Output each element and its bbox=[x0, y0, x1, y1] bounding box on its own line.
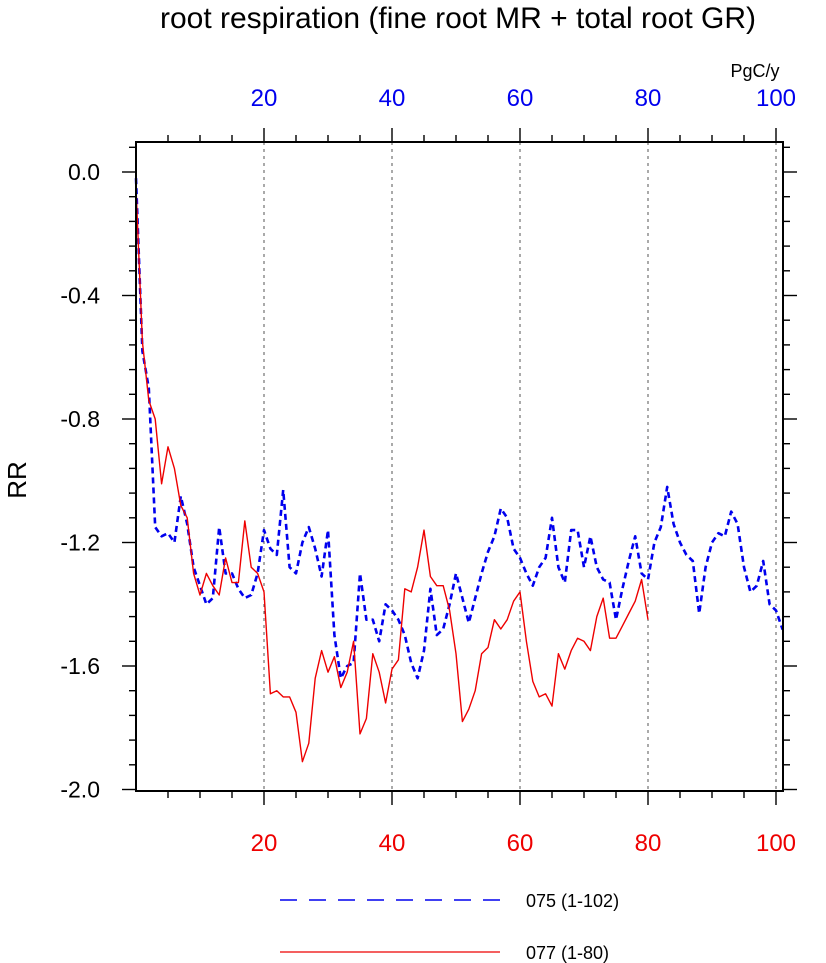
series-line-1 bbox=[134, 178, 784, 680]
legend-label-2: 077 (1-80) bbox=[526, 943, 609, 963]
y-tick-label: -0.8 bbox=[60, 406, 100, 432]
x-tick-label-bottom: 40 bbox=[379, 830, 406, 857]
chart-title: root respiration (fine root MR + total r… bbox=[160, 2, 756, 35]
axis-ticks bbox=[122, 128, 797, 805]
x-tick-label-bottom: 20 bbox=[251, 830, 278, 857]
y-tick-label: 0.0 bbox=[68, 159, 100, 185]
x-tick-label-top: 60 bbox=[507, 85, 534, 112]
x-tick-label-bottom: 60 bbox=[507, 830, 534, 857]
y-tick-label: -1.2 bbox=[60, 530, 100, 556]
y-axis-label: RR bbox=[2, 461, 32, 499]
series-lines bbox=[134, 178, 784, 763]
x-tick-label-bottom: 100 bbox=[756, 830, 796, 857]
legend: 075 (1-102) 077 (1-80) bbox=[280, 891, 619, 963]
x-tick-label-top: 80 bbox=[635, 85, 662, 112]
x-tick-label-top: 20 bbox=[251, 85, 278, 112]
tick-labels: 20 40 60 80 100 20 40 60 80 100 0.0 -0.4 -0.8 -1.2 -1.… bbox=[60, 85, 796, 857]
legend-label-1: 075 (1-102) bbox=[526, 891, 619, 911]
y-tick-label: -1.6 bbox=[60, 653, 100, 679]
units-label: PgC/y bbox=[730, 61, 779, 81]
plot-frame bbox=[135, 141, 784, 792]
x-tick-label-top: 100 bbox=[756, 85, 796, 112]
series-line-2 bbox=[135, 187, 649, 763]
x-tick-label-top: 40 bbox=[379, 85, 406, 112]
x-tick-label-bottom: 80 bbox=[635, 830, 662, 857]
grid-lines bbox=[263, 142, 777, 791]
y-tick-label: -0.4 bbox=[60, 283, 100, 309]
y-tick-label: -2.0 bbox=[60, 777, 100, 803]
